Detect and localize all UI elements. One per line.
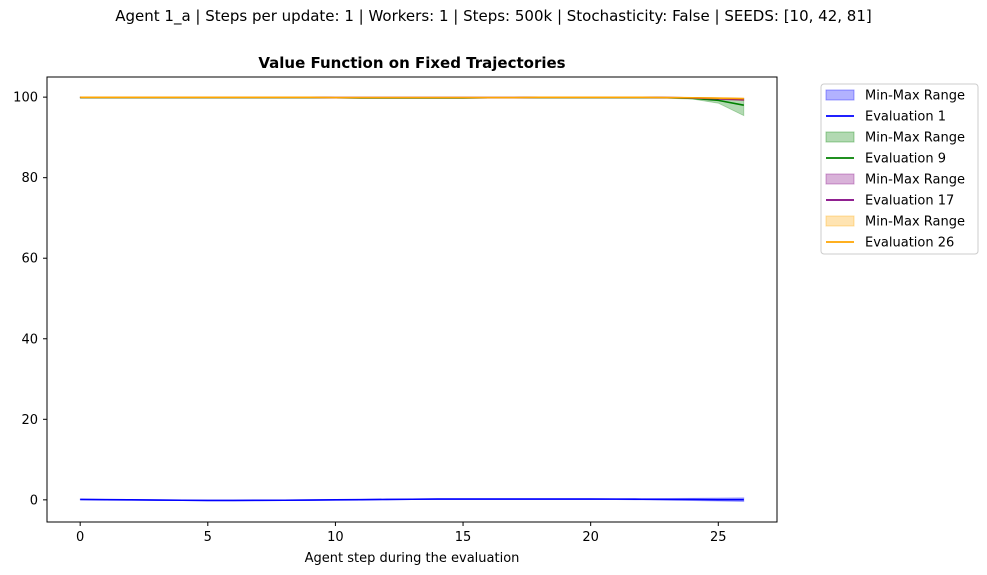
figure-suptitle: Agent 1_a | Steps per update: 1 | Worker…: [115, 7, 872, 25]
y-tick-label: 80: [21, 171, 38, 186]
x-axis-label: Agent step during the evaluation: [305, 551, 520, 566]
plot-frame: [46, 76, 778, 523]
legend-label: Min-Max Range: [865, 131, 965, 146]
y-tick-label: 60: [21, 252, 38, 267]
legend-box: [820, 83, 979, 255]
x-tick-label: 0: [76, 530, 84, 545]
y-tick-label: 40: [21, 332, 38, 347]
legend-label: Min-Max Range: [865, 89, 965, 104]
legend[interactable]: Min-Max Range Evaluation 1 Min-Max Range Ev…: [820, 83, 979, 255]
legend-swatch-band: [825, 89, 855, 101]
y-tick-label: 0: [30, 493, 38, 508]
legend-label: Evaluation 17: [865, 194, 954, 209]
legend-label: Min-Max Range: [865, 215, 965, 230]
y-tick-label: 100: [13, 91, 38, 106]
minmax-bands: [79, 96, 745, 502]
x-tick-label: 10: [327, 530, 344, 545]
series-line-evaluation-9: [80, 96, 744, 106]
legend-swatch-band: [825, 131, 855, 143]
y-tick-label: 20: [21, 413, 38, 428]
series-lines: [80, 96, 744, 502]
minmax-band-evaluation-9: [79, 96, 745, 117]
legend-label: Evaluation 26: [865, 236, 954, 251]
x-tick-label: 20: [582, 530, 599, 545]
y-axis: 0 20 40 60 80 100: [13, 91, 47, 508]
series-line-evaluation-26: [80, 96, 744, 100]
x-tick-label: 5: [204, 530, 212, 545]
legend-swatch-band: [825, 215, 855, 227]
legend-swatch-band: [825, 173, 855, 185]
x-tick-label: 15: [455, 530, 472, 545]
legend-label: Min-Max Range: [865, 173, 965, 188]
legend-label: Evaluation 9: [865, 152, 946, 167]
series-line-evaluation-1: [80, 498, 744, 502]
x-axis: 0 5 10 15 20 25: [76, 522, 727, 545]
chart-title: Value Function on Fixed Trajectories: [258, 54, 565, 72]
legend-label: Evaluation 1: [865, 110, 946, 125]
x-tick-label: 25: [710, 530, 727, 545]
